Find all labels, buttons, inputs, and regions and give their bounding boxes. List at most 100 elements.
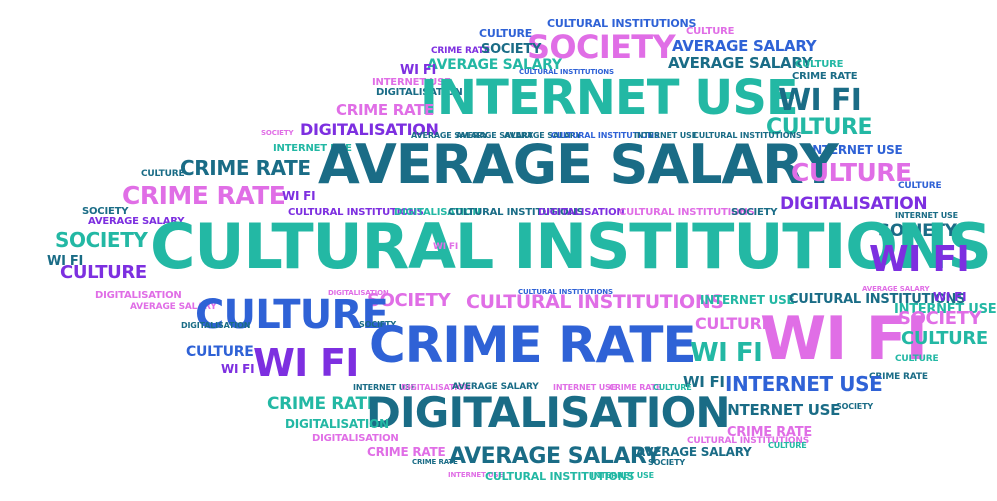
word-society: SOCIETY — [648, 458, 686, 467]
word-internet-use: INTERNET USE — [725, 372, 883, 396]
word-cultural-institutions: CULTURAL INSTITUTIONS — [288, 207, 424, 218]
word-cultural-institutions: CULTURAL INSTITUTIONS — [687, 436, 810, 446]
word-society: SOCIETY — [367, 290, 451, 311]
word-crime-rate: CRIME RATE — [792, 71, 858, 82]
word-internet-use: INTERNET USE — [722, 401, 841, 419]
word-culture: CULTURE — [60, 262, 147, 283]
word-average-salary: AVERAGE SALARY — [504, 131, 581, 140]
word-average-salary: AVERAGE SALARY — [456, 131, 533, 140]
word-digitalisation: DIGITALISATION — [376, 87, 463, 98]
word-culture: CULTURE — [686, 26, 735, 37]
word-wi-fi: WI FI — [760, 304, 928, 374]
word-digitalisation: DIGITALISATION — [780, 194, 928, 214]
word-cultural-institutions: CULTURAL INSTITUTIONS — [789, 292, 966, 307]
word-crime-rate: CRIME RATE — [869, 372, 928, 382]
word-society: SOCIETY — [82, 206, 129, 217]
word-society: SOCIETY — [481, 42, 542, 57]
word-cultural-institutions: CULTURAL INSTITUTIONS — [485, 470, 635, 483]
word-average-salary: AVERAGE SALARY — [452, 382, 539, 392]
word-society: SOCIETY — [836, 402, 874, 411]
word-digitalisation: DIGITALISATION — [300, 120, 439, 139]
word-society: SOCIETY — [898, 308, 982, 329]
word-digitalisation: DIGITALISATION — [538, 207, 625, 218]
word-internet-use: INTERNET USE — [353, 383, 416, 392]
word-cultural-institutions: CULTURAL INSTITUTIONS — [518, 288, 613, 296]
word-wi-fi: WI FI — [683, 373, 725, 391]
word-cultural-institutions: CULTURAL INSTITUTIONS — [466, 291, 724, 313]
word-wi-fi: WI FI — [282, 189, 316, 203]
word-culture: CULTURE — [795, 59, 844, 70]
word-culture: CULTURE — [195, 292, 389, 338]
word-society: SOCIETY — [261, 129, 294, 137]
word-cultural-institutions: CULTURAL INSTITUTIONS — [693, 131, 802, 140]
word-society: SOCIETY — [55, 228, 148, 252]
word-crime-rate: CRIME RATE — [367, 445, 446, 459]
word-internet-use: INTERNET USE — [420, 70, 799, 126]
word-culture: CULTURE — [186, 344, 254, 360]
word-internet-use: INTERNET USE — [372, 77, 451, 88]
word-average-salary: AVERAGE SALARY — [88, 216, 185, 227]
word-internet-use: INTERNET USE — [700, 293, 795, 307]
word-internet-use: INTERNET USE — [273, 143, 352, 154]
word-culture: CULTURE — [141, 169, 185, 179]
word-cultural-institutions: CULTURAL INSTITUTIONS — [547, 17, 697, 30]
word-crime-rate: CRIME RATE — [727, 425, 812, 440]
word-cultural-institutions: CULTURAL INSTITUTIONS — [551, 131, 660, 140]
word-cultural-institutions: CULTURAL INSTITUTIONS — [448, 207, 584, 218]
word-wi-fi: WI FI — [221, 362, 255, 376]
word-digitalisation: DIGITALISATION — [181, 321, 251, 330]
word-internet-use: INTERNET USE — [895, 211, 958, 220]
word-internet-use: INTERNET USE — [591, 471, 654, 480]
word-wi-fi: WI FI — [778, 83, 862, 118]
word-crime-rate: CRIME RATE — [369, 316, 697, 374]
word-culture: CULTURE — [479, 27, 533, 40]
word-crime-rate: CRIME RATE — [267, 394, 379, 414]
word-digitalisation: DIGITALISATION — [285, 417, 389, 431]
word-internet-use: INTERNET USE — [634, 131, 697, 140]
word-wi-fi: WI FI — [47, 254, 84, 269]
word-digitalisation: DIGITALISATION — [401, 383, 471, 392]
word-crime-rate: CRIME RATE — [180, 156, 311, 180]
word-average-salary: AVERAGE SALARY — [411, 131, 488, 140]
word-society: SOCIETY — [878, 221, 957, 241]
word-digitalisation: DIGITALISATION — [312, 433, 399, 444]
word-wi-fi: WI FI — [690, 338, 763, 368]
word-average-salary: AVERAGE SALARY — [636, 445, 752, 459]
word-wi-fi: WI FI — [433, 242, 459, 252]
word-culture: CULTURE — [901, 328, 988, 349]
word-digitalisation: DIGITALISATION — [328, 289, 389, 297]
word-internet-use: INTERNET USE — [448, 471, 504, 479]
word-digitalisation: DIGITALISATION — [394, 207, 481, 218]
word-culture: CULTURE — [898, 181, 942, 191]
word-digitalisation: DIGITALISATION — [95, 290, 182, 301]
word-crime-rate: CRIME RATE — [609, 383, 662, 392]
word-average-salary: AVERAGE SALARY — [318, 133, 839, 196]
word-internet-use: INTERNET USE — [553, 383, 616, 392]
word-average-salary: AVERAGE SALARY — [449, 444, 661, 469]
word-wi-fi: WI FI — [400, 63, 437, 78]
word-culture: CULTURE — [766, 115, 873, 140]
word-internet-use: INTERNET USE — [808, 143, 903, 157]
word-crime-rate: CRIME RATE — [431, 46, 490, 56]
word-digitalisation: DIGITALISATION — [366, 388, 731, 437]
word-culture: CULTURE — [895, 354, 939, 364]
word-cultural-institutions: CULTURAL INSTITUTIONS — [519, 68, 614, 76]
word-cultural-institutions: CULTURAL INSTITUTIONS — [619, 207, 755, 218]
word-average-salary: AVERAGE SALARY — [130, 302, 217, 312]
word-crime-rate: CRIME RATE — [122, 181, 286, 210]
word-culture: CULTURE — [695, 314, 773, 333]
word-internet-use: INTERNET USE — [894, 302, 997, 317]
word-culture: CULTURE — [768, 441, 807, 450]
word-wi-fi: WI FI — [933, 290, 967, 304]
word-average-salary: AVERAGE SALARY — [427, 57, 562, 73]
word-average-salary: AVERAGE SALARY — [668, 54, 813, 72]
word-crime-rate: CRIME RATE — [336, 101, 435, 119]
word-society: SOCIETY — [527, 28, 676, 66]
word-crime-rate: CRIME RATE — [412, 458, 458, 466]
word-wi-fi: WI FI — [253, 341, 359, 385]
word-culture: CULTURE — [791, 158, 912, 187]
word-average-salary: AVERAGE SALARY — [862, 285, 930, 293]
word-society: SOCIETY — [359, 320, 397, 329]
word-wi-fi: WI FI — [869, 239, 970, 280]
